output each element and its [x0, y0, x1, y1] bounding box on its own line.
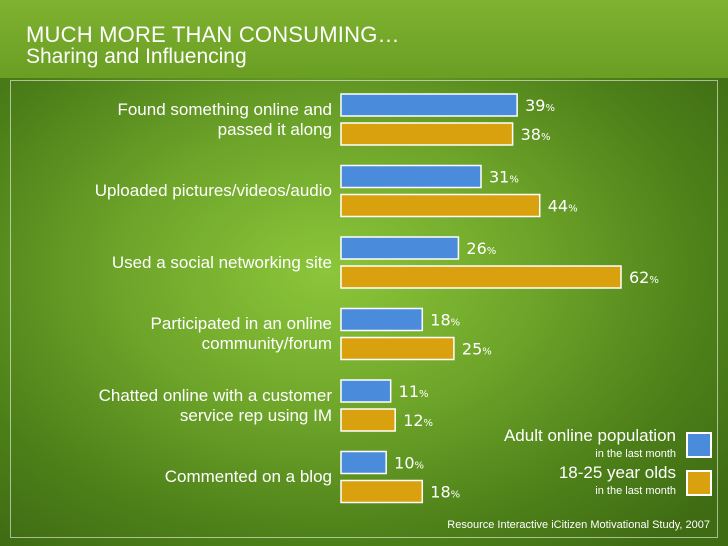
data-label: 18% [430, 311, 460, 330]
category-label-line: Used a social networking site [111, 252, 332, 272]
legend-swatch-young [686, 470, 712, 496]
category-label-line: Uploaded pictures/videos/audio [94, 181, 332, 200]
data-label: 62% [629, 268, 659, 287]
page-subtitle: Sharing and Influencing [26, 45, 247, 68]
bar-adult [340, 236, 460, 260]
bar-adult [340, 164, 482, 189]
chart-frame [10, 80, 718, 538]
legend-series-2-sublabel: in the last month [595, 485, 676, 497]
category-label: Used a social networking site [22, 253, 332, 273]
bar-adult [340, 450, 387, 475]
data-label: 18% [430, 483, 460, 502]
legend-swatch-adult [686, 432, 712, 458]
category-label: Participated in an online community/forum [22, 314, 332, 354]
category-label-line: Participated in an online [150, 314, 332, 333]
bar-young [340, 336, 455, 361]
data-label: 31% [489, 168, 519, 187]
category-label-line: Found something online and [117, 99, 332, 119]
category-label-line: community/forum [201, 334, 332, 353]
category-label-line: passed it along [217, 119, 332, 139]
header-band [0, 0, 728, 78]
legend-series-1-sublabel: in the last month [595, 448, 676, 460]
data-label: 38% [521, 125, 551, 144]
category-label: Found something online and passed it alon… [22, 100, 332, 140]
bar-young [340, 479, 424, 504]
page-title: MUCH MORE THAN CONSUMING… [26, 22, 400, 47]
data-label: 39% [525, 96, 555, 115]
legend: Adult online population in the last mont… [440, 424, 716, 504]
bar-adult [340, 307, 424, 332]
data-label: 10% [394, 454, 424, 473]
data-label: 26% [466, 239, 496, 258]
category-label-line: service rep using IM [179, 405, 332, 425]
bar-adult [340, 379, 392, 403]
bar-young [340, 122, 514, 146]
category-label-line: Chatted online with a customer [98, 385, 332, 405]
data-label: 25% [462, 340, 492, 359]
source-note: Resource Interactive iCitizen Motivation… [447, 519, 710, 531]
legend-series-2-label: 18-25 year olds [558, 463, 676, 482]
data-label: 44% [548, 197, 578, 216]
legend-series-1-label: Adult online population [503, 426, 676, 445]
bar-young [340, 265, 622, 289]
bar-young [340, 193, 541, 218]
data-label: 12% [403, 411, 433, 430]
bar-adult [340, 93, 518, 117]
category-label: Uploaded pictures/videos/audio [22, 181, 332, 201]
category-label-line: Commented on a blog [164, 467, 332, 486]
bar-young [340, 408, 396, 432]
category-label: Chatted online with a customer service re… [22, 386, 332, 426]
data-label: 11% [399, 382, 429, 401]
category-label: Commented on a blog [22, 467, 332, 487]
